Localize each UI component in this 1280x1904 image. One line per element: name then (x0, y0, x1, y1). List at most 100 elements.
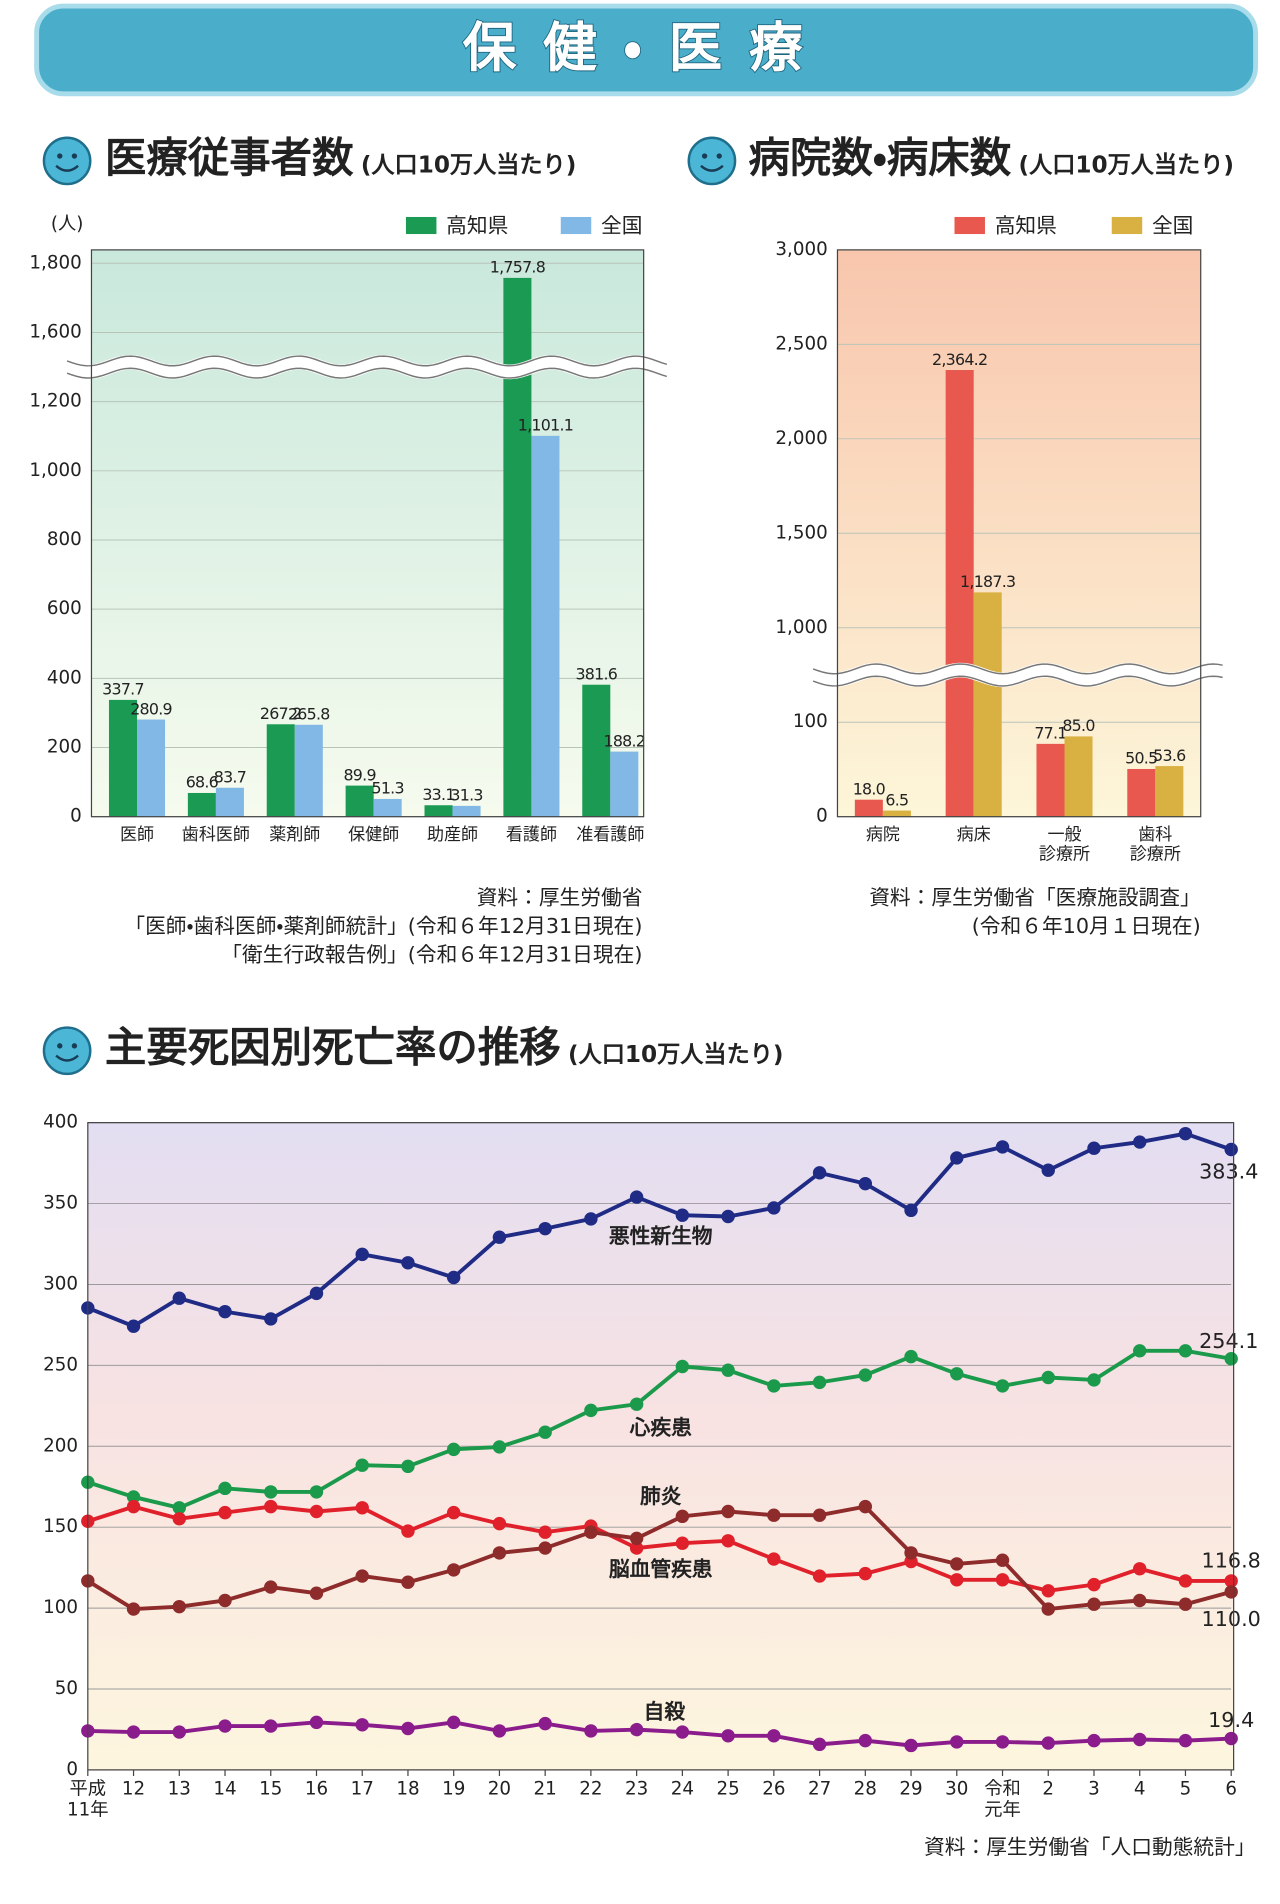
x-tick-label: 3 (1088, 1778, 1100, 1799)
data-point (1178, 1574, 1193, 1588)
data-point (675, 1536, 690, 1550)
y-tick-label: 2,500 (775, 333, 827, 354)
data-point (538, 1425, 552, 1439)
page-title: 保健・医療 (463, 16, 830, 79)
data-label: 85.0 (1062, 716, 1095, 735)
data-point (1041, 1163, 1055, 1177)
legend-swatch (954, 216, 985, 235)
y-tick-label: 600 (47, 598, 82, 619)
data-point (995, 1140, 1010, 1154)
data-point (218, 1304, 232, 1319)
data-point (218, 1719, 232, 1733)
y-tick-label: 300 (43, 1273, 78, 1294)
x-tick-label: 医師 (120, 825, 154, 845)
bar (137, 719, 166, 817)
x-tick-label: 2 (1042, 1778, 1054, 1799)
data-point (904, 1546, 918, 1560)
data-point (1133, 1344, 1147, 1358)
data-point (309, 1504, 324, 1519)
data-label: 68.6 (186, 773, 219, 792)
data-point (858, 1566, 873, 1581)
title-icon (42, 136, 92, 186)
legend-swatch (405, 216, 437, 235)
axis-break-line (66, 355, 668, 367)
data-point (950, 1557, 964, 1571)
data-point (492, 1230, 507, 1244)
data-point (995, 1379, 1010, 1393)
data-point (950, 1367, 964, 1381)
x-tick-label: 令和元年 (984, 1778, 1021, 1820)
data-point (1041, 1370, 1055, 1385)
data-point (1133, 1593, 1147, 1608)
bar (345, 785, 374, 817)
data-label: 50.5 (1125, 749, 1157, 768)
data-point (401, 1459, 415, 1474)
data-point (309, 1586, 324, 1600)
chart-subtitle: (人口10万人当たり) (1019, 152, 1234, 178)
data-point (1224, 1352, 1238, 1366)
data-point (218, 1481, 232, 1496)
chart-title: 医療従事者数 (105, 134, 354, 182)
data-point (721, 1504, 735, 1519)
series-line (87, 1504, 1232, 1593)
data-point (264, 1312, 278, 1326)
end-value-label: 116.8 (1202, 1548, 1261, 1572)
end-value-label: 19.4 (1208, 1708, 1254, 1732)
y-tick-label: 1,000 (29, 460, 81, 481)
y-tick-label: 1,000 (775, 617, 827, 638)
data-point (1178, 1126, 1193, 1141)
data-point (950, 1151, 964, 1165)
data-point (812, 1569, 827, 1583)
data-label: 265.8 (288, 705, 330, 724)
chart-title: 主要死因別死亡率の推移 (105, 1024, 561, 1072)
data-point (858, 1733, 873, 1748)
data-point (172, 1291, 186, 1305)
data-point (401, 1721, 415, 1736)
data-point (401, 1256, 415, 1270)
data-point (172, 1512, 186, 1526)
data-label: 2,364.2 (932, 350, 987, 369)
data-point (1133, 1135, 1147, 1149)
data-point (721, 1209, 735, 1224)
data-point (1087, 1577, 1101, 1592)
series-label: 悪性新生物 (609, 1224, 713, 1248)
data-point (675, 1208, 690, 1222)
data-point (1178, 1344, 1193, 1358)
x-tick-label: 一般診療所 (1039, 825, 1090, 865)
data-point (446, 1715, 461, 1730)
header-banner (34, 3, 1259, 97)
data-label: 6.5 (885, 790, 908, 809)
x-tick-label: 15 (259, 1778, 282, 1799)
x-tick-label: 6 (1225, 1778, 1237, 1799)
data-point (1087, 1597, 1101, 1611)
x-tick-label: 21 (534, 1778, 557, 1799)
data-label: 337.7 (102, 680, 144, 699)
x-tick-label: 19 (442, 1778, 465, 1799)
x-tick-label: 12 (122, 1778, 145, 1799)
data-point (584, 1525, 598, 1539)
data-point (584, 1403, 598, 1418)
source-note: (令和６年10月１日現在) (972, 914, 1201, 938)
data-point (446, 1442, 461, 1457)
legend-swatch (1111, 216, 1143, 235)
y-tick-label: 0 (66, 1759, 78, 1780)
data-point (492, 1516, 507, 1531)
bar (503, 277, 532, 817)
y-tick-label: 350 (43, 1193, 78, 1214)
axis-break-line (812, 663, 1223, 675)
data-point (721, 1534, 735, 1548)
source-note: 資料：厚生労働省「人口動態統計」 (924, 1835, 1256, 1859)
data-point (767, 1552, 781, 1566)
data-point (492, 1724, 507, 1738)
data-point (446, 1563, 461, 1577)
x-tick-label: 薬剤師 (269, 825, 320, 845)
data-point (446, 1505, 461, 1520)
chart-subtitle: (人口10万人当たり) (361, 152, 576, 178)
data-label: 1,101.1 (518, 416, 573, 435)
title-icon (687, 136, 737, 186)
data-point (218, 1593, 232, 1608)
data-label: 267.2 (260, 704, 302, 723)
x-tick-label: 5 (1180, 1778, 1192, 1799)
source-note: 資料：厚生労働省 (477, 885, 643, 909)
bar (108, 699, 138, 817)
